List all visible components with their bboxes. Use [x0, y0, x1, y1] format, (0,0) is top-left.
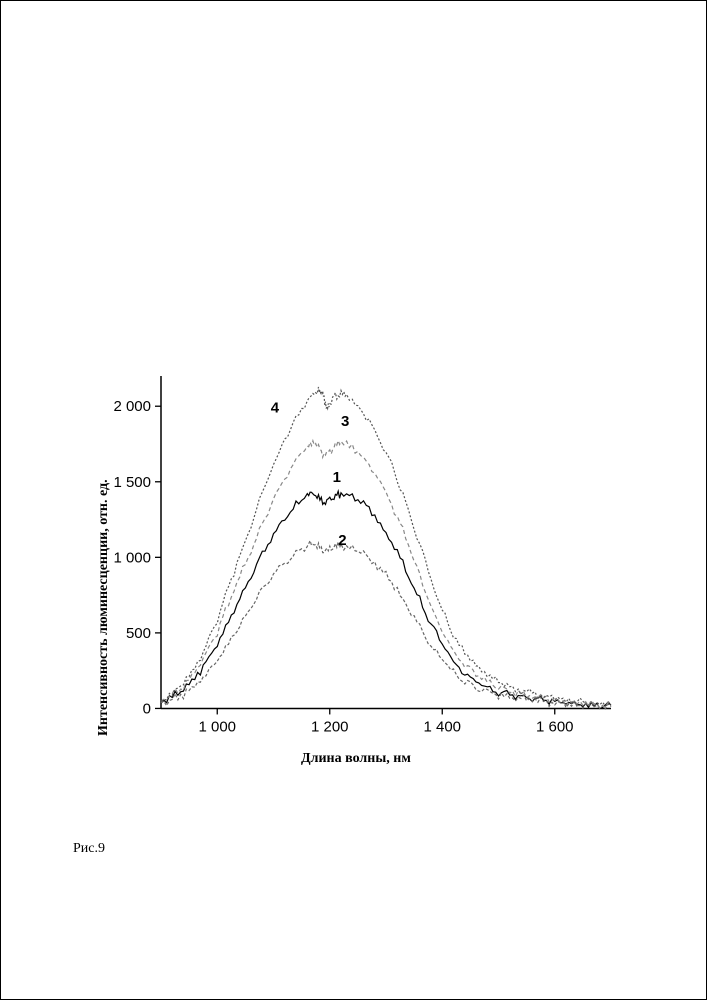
series-2 [161, 541, 611, 709]
y-axis-label: Интенсивность люминесценции, отн. ед. [96, 479, 112, 736]
page-frame: 0 500 1 000 1 500 2 000 1 000 1 200 1 400 1 600 1… [0, 0, 707, 1000]
svg-text:1 000: 1 000 [198, 718, 236, 735]
series-label-1: 1 [333, 469, 341, 486]
svg-text:2 000: 2 000 [113, 398, 151, 415]
svg-text:1 600: 1 600 [536, 718, 574, 735]
series-1 [161, 491, 611, 708]
svg-text:1 200: 1 200 [311, 718, 349, 735]
svg-text:1 000: 1 000 [113, 549, 151, 566]
series-label-2: 2 [338, 532, 346, 549]
series-label-3: 3 [341, 413, 349, 430]
svg-text:1 400: 1 400 [423, 718, 461, 735]
svg-text:1 500: 1 500 [113, 474, 151, 491]
series-4 [161, 387, 611, 707]
x-axis-label: Длина волны, нм [301, 751, 411, 767]
series-label-4: 4 [271, 399, 280, 416]
series-3 [161, 441, 611, 709]
figure-caption: Рис.9 [73, 841, 105, 857]
svg-text:500: 500 [126, 625, 151, 642]
svg-text:0: 0 [143, 700, 151, 717]
luminescence-spectrum-chart: 05001 0001 5002 0001 0001 2001 4001 6001… [161, 376, 691, 771]
